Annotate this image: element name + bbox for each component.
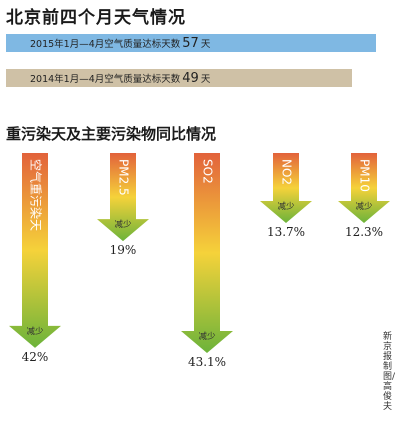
- value-label: 13.7%: [267, 225, 305, 239]
- direction-label: 减少: [114, 219, 132, 230]
- page-title: 北京前四个月天气情况: [6, 8, 186, 28]
- value-label: 42%: [22, 350, 49, 364]
- value-label: 12.3%: [345, 225, 383, 239]
- direction-label: 减少: [277, 201, 295, 212]
- category-label: NO2: [280, 159, 294, 185]
- reduction-arrow: [97, 153, 149, 242]
- chart-subtitle: 重污染天及主要污染物同比情况: [6, 125, 217, 143]
- stat-value: 57: [182, 35, 199, 51]
- stat-label: 2015年1月—4月空气质量达标天数: [30, 39, 181, 50]
- category-label: 空气重污染天: [29, 159, 44, 231]
- stat-unit: 天: [200, 74, 211, 85]
- category-label: PM2.5: [117, 159, 131, 196]
- category-label: SO2: [201, 159, 215, 184]
- reduction-arrow: [260, 153, 312, 223]
- stat-value: 49: [182, 70, 199, 86]
- direction-label: 减少: [355, 201, 373, 212]
- stat-bar-2015: 2015年1月—4月空气质量达标天数 57 天: [6, 34, 376, 52]
- value-label: 19%: [110, 243, 137, 257]
- credit-text: 新京报制图/高俊夫: [383, 332, 396, 412]
- stat-bar-2014: 2014年1月—4月空气质量达标天数 49 天: [6, 69, 352, 87]
- direction-label: 减少: [26, 326, 44, 337]
- stat-label: 2014年1月—4月空气质量达标天数: [30, 74, 181, 85]
- direction-label: 减少: [198, 331, 216, 342]
- stat-unit: 天: [200, 39, 211, 50]
- category-label: PM10: [358, 159, 372, 192]
- reduction-arrow: [181, 153, 233, 353]
- value-label: 43.1%: [188, 355, 226, 369]
- reduction-arrow: [9, 153, 61, 348]
- reduction-arrow: [338, 153, 390, 223]
